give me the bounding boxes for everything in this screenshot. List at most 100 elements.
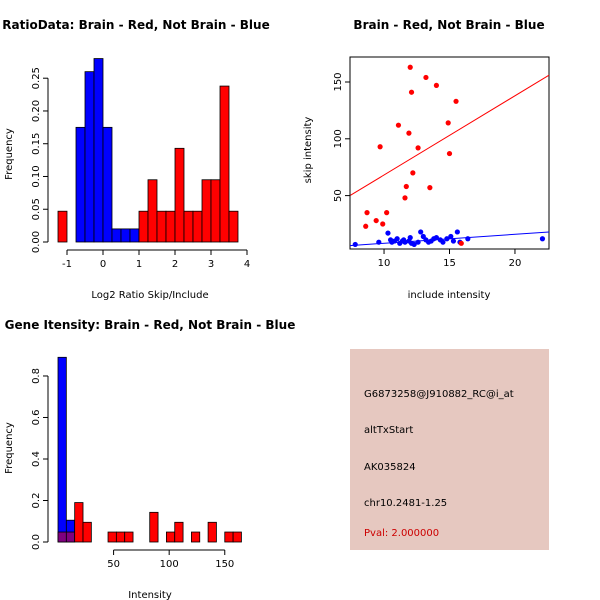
gene-intensity-ylabel: Frequency xyxy=(4,422,15,474)
brain-point xyxy=(406,130,412,136)
brain-point xyxy=(407,64,413,70)
ratio-histogram-y-axis: 0.00 0.05 0.10 0.15 0.20 0.25 xyxy=(31,67,49,253)
ratio-histogram-x-tick-label: -1 xyxy=(62,259,72,270)
not-brain-ratio-bar xyxy=(120,228,131,243)
not-brain-point xyxy=(450,238,457,244)
not-brain-point xyxy=(352,241,358,248)
brain-point xyxy=(403,183,409,190)
not-brain-point xyxy=(454,229,460,235)
brain-intensity-bar xyxy=(74,502,84,543)
brain-intensity-bar xyxy=(191,531,201,543)
brain-ratio-bar xyxy=(219,85,230,243)
brain-point xyxy=(445,120,451,126)
brain-ratio-bar xyxy=(210,179,221,243)
scatter-xlabel: include intensity xyxy=(408,290,491,301)
brain-ratio-bar xyxy=(174,147,185,243)
pval-text: Pval: 2.000000 xyxy=(364,528,439,539)
not-brain-point xyxy=(440,239,446,245)
genomic-location: chr10.2481-1.25 xyxy=(364,498,447,509)
gene-intensity-y-tick-label: 0.4 xyxy=(31,451,42,467)
not-brain-ratio-bar xyxy=(84,71,95,243)
gene-intensity-x-tick-label: 100 xyxy=(160,559,179,570)
intensity-scatter-panel: Brain - Red, Not Brain - Blue include in… xyxy=(303,18,550,301)
gene-intensity-title: Gene Itensity: Brain - Red, Not Brain - … xyxy=(5,318,296,332)
probe-id: G6873258@J910882_RC@i_at xyxy=(364,389,514,400)
gene-intensity-y-tick-label: 0.2 xyxy=(31,493,42,509)
brain-point xyxy=(364,210,370,216)
brain-intensity-bar xyxy=(224,531,234,543)
not-brain-point xyxy=(407,235,413,241)
not-brain-point xyxy=(448,233,454,240)
brain-intensity-bar xyxy=(165,531,176,543)
brain-point xyxy=(384,210,390,216)
brain-ratio-bar xyxy=(156,210,167,243)
not-brain-point xyxy=(418,229,424,235)
brain-point xyxy=(380,221,386,227)
not-brain-ratio-bar xyxy=(102,126,113,243)
brain-intensity-bar xyxy=(82,521,92,543)
gene-intensity-y-tick-label: 0.0 xyxy=(31,534,42,550)
brain-ratio-bar xyxy=(228,210,239,243)
not-brain-intensity-bar xyxy=(57,356,67,543)
not-brain-point xyxy=(433,235,440,241)
event-info-box xyxy=(350,349,549,550)
scatter-ylabel: skip intensity xyxy=(303,117,314,184)
brain-point xyxy=(373,217,379,224)
ratio-histogram-y-tick-label: 0.20 xyxy=(31,100,42,122)
brain-point xyxy=(433,82,440,89)
brain-intensity-bar xyxy=(174,521,184,543)
brain-ratio-bar xyxy=(165,210,176,243)
ratio-histogram-y-tick-label: 0.00 xyxy=(31,231,42,253)
ratio-histogram-x-axis: -1 0 1 2 3 4 xyxy=(62,249,250,270)
ratio-histogram-x-tick-label: 2 xyxy=(172,259,178,270)
overlap-intensity-bar xyxy=(65,531,76,543)
accession: AK035824 xyxy=(364,462,416,473)
brain-intensity-bar xyxy=(149,511,159,543)
not-brain-point xyxy=(394,236,400,242)
ratio-histogram-x-tick-label: 4 xyxy=(244,259,250,270)
scatter-y-axis: 50 100 150 xyxy=(333,72,351,202)
not-brain-fit-line xyxy=(349,231,550,247)
not-brain-point xyxy=(465,236,471,242)
ratio-histogram-y-tick-label: 0.25 xyxy=(31,67,42,89)
ratio-histogram-y-tick-label: 0.10 xyxy=(31,165,42,187)
not-brain-point xyxy=(411,241,417,248)
gene-intensity-x-tick-label: 150 xyxy=(215,559,234,570)
not-brain-ratio-bar xyxy=(93,58,104,243)
brain-ratio-bar xyxy=(183,210,194,243)
gene-intensity-xlabel: Intensity xyxy=(128,590,172,600)
ratio-histogram-panel: RatioData: Brain - Red, Not Brain - Blue… xyxy=(2,18,269,301)
ratio-histogram-x-tick-label: 3 xyxy=(208,259,214,270)
ratio-histogram-title: RatioData: Brain - Red, Not Brain - Blue xyxy=(2,18,269,32)
event-type: altTxStart xyxy=(364,425,413,436)
scatter-x-tick-label: 10 xyxy=(378,258,391,269)
gene-intensity-x-axis: 50 100 150 xyxy=(107,549,234,570)
ratio-histogram-x-tick-label: 1 xyxy=(136,259,142,270)
brain-point xyxy=(453,98,459,104)
gene-intensity-histogram-panel: Gene Itensity: Brain - Red, Not Brain - … xyxy=(4,318,295,600)
brain-intensity-bar xyxy=(124,531,134,543)
brain-ratio-bar xyxy=(138,210,149,243)
brain-point xyxy=(415,145,421,151)
gene-intensity-y-axis: 0.0 0.2 0.4 0.6 0.8 xyxy=(31,368,49,550)
brain-intensity-bar xyxy=(207,521,217,543)
not-brain-ratio-bar xyxy=(111,228,122,243)
brain-point xyxy=(423,74,429,81)
not-brain-ratio-bar xyxy=(75,126,86,243)
brain-ratio-bar xyxy=(192,210,203,243)
not-brain-point xyxy=(415,239,421,245)
gene-intensity-y-tick-label: 0.6 xyxy=(31,410,42,426)
gene-intensity-y-tick-label: 0.8 xyxy=(31,368,42,384)
overlap-intensity-bar xyxy=(57,531,67,543)
scatter-y-tick-label: 150 xyxy=(333,72,344,91)
ratio-histogram-ylabel: Frequency xyxy=(4,128,15,180)
brain-point xyxy=(410,170,416,176)
ratio-histogram-bars xyxy=(57,58,239,243)
not-brain-point xyxy=(402,239,408,245)
scatter-y-tick-label: 50 xyxy=(333,189,344,202)
brain-point xyxy=(408,89,415,95)
brain-intensity-bar xyxy=(107,531,117,543)
ratio-histogram-x-tick-label: 0 xyxy=(100,259,106,270)
brain-ratio-bar xyxy=(57,210,68,243)
